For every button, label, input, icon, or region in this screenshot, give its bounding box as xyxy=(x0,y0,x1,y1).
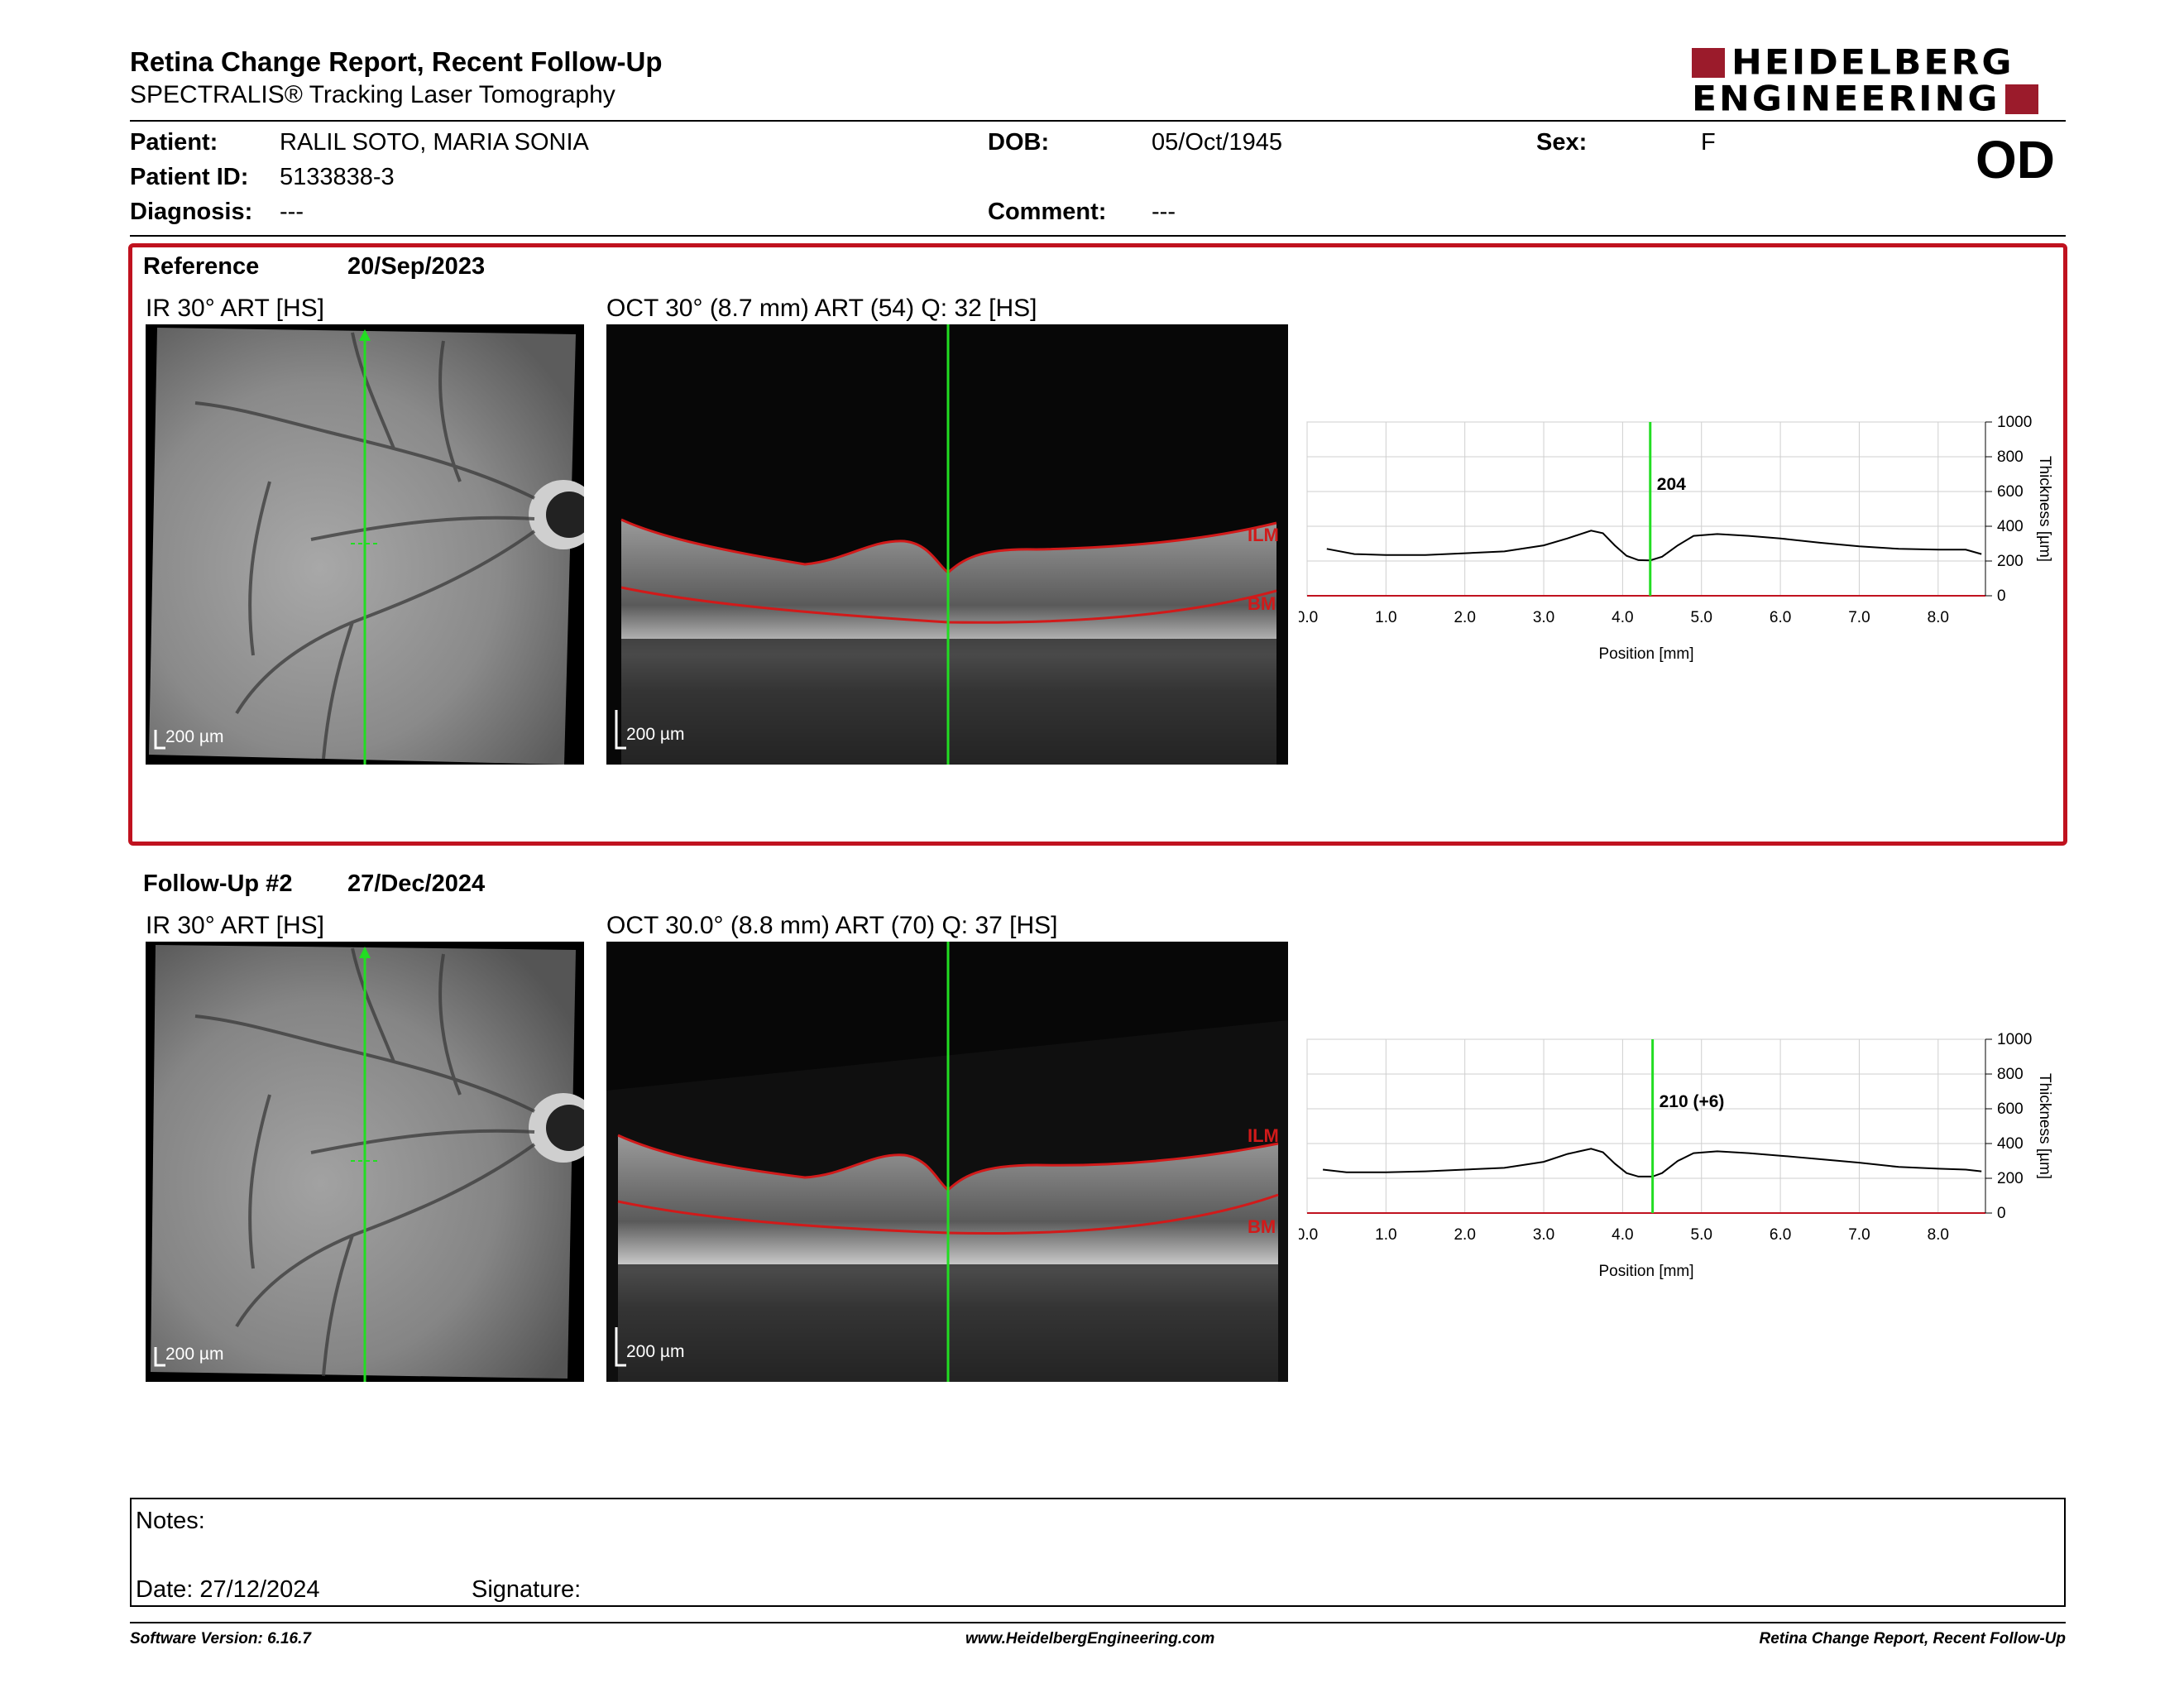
dob-value: 05/Oct/1945 xyxy=(1152,129,1282,156)
chart-x-tick-label: 0.0 xyxy=(1299,1226,1318,1244)
reference-ilm-label: ILM xyxy=(1248,525,1279,545)
chart-x-tick-label: 8.0 xyxy=(1928,609,1949,626)
chart-x-tick-label: 7.0 xyxy=(1848,1226,1870,1244)
footer-website[interactable]: www.HeidelbergEngineering.com xyxy=(965,1630,1215,1647)
followup-date: 27/Dec/2024 xyxy=(347,870,486,897)
followup-ir-scale: 200 µm xyxy=(165,1345,224,1364)
chart-y-tick-label: 0 xyxy=(1997,587,2006,605)
diagnosis-label: Diagnosis: xyxy=(130,199,253,225)
notes-box[interactable] xyxy=(130,1498,2066,1607)
dob-label: DOB: xyxy=(988,129,1050,156)
chart-x-tick-label: 5.0 xyxy=(1691,1226,1712,1244)
chart-x-tick-label: 4.0 xyxy=(1612,1226,1633,1244)
chart-plot-area xyxy=(1306,1038,1986,1214)
reference-oct-scale: 200 µm xyxy=(626,725,685,744)
reference-oct-image[interactable]: ILM BM 200 µm xyxy=(606,324,1288,765)
patient-id-label: Patient ID: xyxy=(130,164,249,190)
reference-thickness-chart: 0.0 1.0 2.0 3.0 4.0 5.0 6.0 7.0 8.0 0 200 400 600 800… xyxy=(1299,414,2053,663)
info-divider xyxy=(130,235,2066,237)
chart-marker-label: 210 (+6) xyxy=(1660,1092,1725,1111)
reference-ir-caption: IR 30° ART [HS] xyxy=(146,295,324,322)
chart-x-axis-label: Position [mm] xyxy=(1598,645,1693,663)
reference-label: Reference xyxy=(143,253,260,280)
chart-x-tick-label: 4.0 xyxy=(1612,609,1633,626)
chart-x-tick-label: 3.0 xyxy=(1533,1226,1554,1244)
chart-x-tick-label: 8.0 xyxy=(1928,1226,1949,1244)
chart-thickness-line xyxy=(1322,1148,1982,1177)
signature-label: Signature: xyxy=(472,1576,582,1603)
followup-bm-label: BM xyxy=(1248,1216,1276,1237)
chart-x-tick-label: 7.0 xyxy=(1848,609,1870,626)
chart-x-tick-label: 2.0 xyxy=(1454,1226,1475,1244)
notes-date: Date: 27/12/2024 xyxy=(136,1576,320,1603)
chart-y-tick-label: 400 xyxy=(1997,518,2024,535)
chart-y-tick-label: 600 xyxy=(1997,483,2024,501)
reference-ir-scan-line xyxy=(351,329,379,765)
chart-x-axis-label: Position [mm] xyxy=(1598,1263,1693,1280)
chart-x-tick-label: 1.0 xyxy=(1375,1226,1396,1244)
followup-ir-scan-line xyxy=(351,947,379,1382)
chart-y-tick-label: 200 xyxy=(1997,553,2024,570)
report-title: Retina Change Report, Recent Follow-Up xyxy=(130,46,663,77)
chart-y-tick-label: 400 xyxy=(1997,1135,2024,1153)
chart-marker-label: 204 xyxy=(1657,475,1686,494)
patient-label: Patient: xyxy=(130,129,218,156)
chart-plot-area xyxy=(1306,421,1986,597)
chart-y-axis-label: Thickness [µm] xyxy=(2036,456,2053,562)
notes-label: Notes: xyxy=(136,1508,205,1534)
chart-y-tick-label: 800 xyxy=(1997,448,2024,466)
chart-y-axis-label: Thickness [µm] xyxy=(2036,1073,2053,1179)
report-subtitle: SPECTRALIS® Tracking Laser Tomography xyxy=(130,81,615,108)
chart-thickness-line xyxy=(1326,530,1982,562)
patient-id: 5133838-3 xyxy=(280,164,395,190)
followup-thickness-chart: 0.0 1.0 2.0 3.0 4.0 5.0 6.0 7.0 8.0 0 200 400 600 800… xyxy=(1299,1031,2053,1280)
diagnosis-value: --- xyxy=(280,199,304,225)
chart-x-tick-label: 3.0 xyxy=(1533,609,1554,626)
chart-x-tick-label: 6.0 xyxy=(1770,609,1791,626)
patient-name: RALIL SOTO, MARIA SONIA xyxy=(280,129,589,156)
followup-oct-image[interactable]: ILM BM 200 µm xyxy=(606,942,1288,1382)
chart-x-tick-label: 1.0 xyxy=(1375,609,1396,626)
chart-x-tick-label: 2.0 xyxy=(1454,609,1475,626)
footer-software-version: Software Version: 6.16.7 xyxy=(130,1630,311,1647)
reference-panel xyxy=(128,243,2067,846)
followup-oct-scale: 200 µm xyxy=(626,1342,685,1361)
footer-report-name: Retina Change Report, Recent Follow-Up xyxy=(1759,1630,2066,1647)
footer-divider xyxy=(130,1622,2066,1623)
sex-value: F xyxy=(1701,129,1716,156)
chart-x-tick-label: 5.0 xyxy=(1691,609,1712,626)
comment-value: --- xyxy=(1152,199,1176,225)
comment-label: Comment: xyxy=(988,199,1107,225)
followup-ilm-label: ILM xyxy=(1248,1125,1279,1146)
reference-ir-image[interactable]: 200 µm xyxy=(146,324,584,765)
chart-y-tick-label: 800 xyxy=(1997,1066,2024,1083)
chart-y-tick-label: 1000 xyxy=(1997,1031,2032,1048)
reference-ir-scale: 200 µm xyxy=(165,727,224,746)
followup-ir-image[interactable]: 200 µm xyxy=(146,942,584,1382)
logo-square-icon xyxy=(2004,84,2038,114)
followup-ir-caption: IR 30° ART [HS] xyxy=(146,912,324,939)
chart-y-tick-label: 600 xyxy=(1997,1101,2024,1118)
logo-square-icon xyxy=(1692,48,1725,78)
chart-y-tick-label: 200 xyxy=(1997,1170,2024,1187)
followup-oct-caption: OCT 30.0° (8.8 mm) ART (70) Q: 37 [HS] xyxy=(606,912,1058,939)
chart-y-tick-label: 0 xyxy=(1997,1205,2006,1222)
header-divider xyxy=(130,120,2066,122)
logo-line2: ENGINEERING xyxy=(1692,79,2000,119)
chart-y-tick-label: 1000 xyxy=(1997,414,2032,431)
followup-label: Follow-Up #2 xyxy=(143,870,293,897)
logo-line1: HEIDELBERG xyxy=(1731,42,2014,83)
reference-oct-caption: OCT 30° (8.7 mm) ART (54) Q: 32 [HS] xyxy=(606,295,1037,322)
reference-bm-label: BM xyxy=(1248,593,1276,614)
sex-label: Sex: xyxy=(1536,129,1588,156)
chart-x-tick-label: 6.0 xyxy=(1770,1226,1791,1244)
chart-x-tick-label: 0.0 xyxy=(1299,609,1318,626)
reference-date: 20/Sep/2023 xyxy=(347,253,486,280)
eye-indicator: OD xyxy=(1976,130,2055,189)
